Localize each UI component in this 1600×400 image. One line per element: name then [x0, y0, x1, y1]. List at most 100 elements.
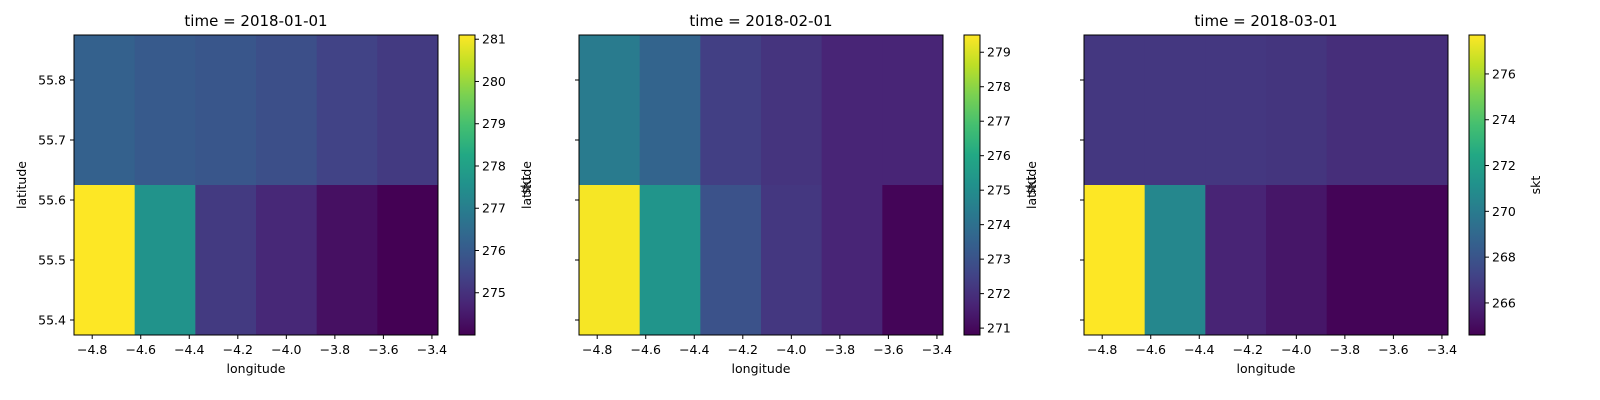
chart-title: time = 2018-02-01: [689, 12, 832, 30]
x-tick-label: −3.4: [1427, 342, 1457, 357]
heatmap-cell: [579, 185, 641, 336]
x-tick-label: −4.6: [1136, 342, 1166, 357]
colorbar-tick-label: 272: [1492, 158, 1516, 173]
x-axis-label: longitude: [732, 361, 791, 376]
heatmap-cell: [134, 35, 196, 186]
colorbar: [963, 34, 981, 336]
x-tick-label: −3.4: [417, 342, 447, 357]
heatmap-cell: [579, 35, 641, 186]
y-axis-label: latitude: [1024, 161, 1039, 209]
y-tick-label: 55.8: [38, 73, 66, 88]
heatmap-cell: [639, 35, 701, 186]
colorbar-tick-label: 273: [987, 252, 1011, 267]
heatmap-cell: [882, 35, 944, 186]
heatmap-cell: [821, 185, 883, 336]
heatmap-cell: [377, 35, 439, 186]
heatmap-cell: [761, 35, 823, 186]
axes-frame: [578, 34, 944, 336]
heatmap-cell: [195, 185, 257, 336]
heatmap-cell: [882, 185, 944, 336]
x-tick-label: −4.4: [1184, 342, 1214, 357]
heatmap-cell: [256, 185, 318, 336]
colorbar-label: skt: [518, 176, 533, 195]
x-axis-label: longitude: [1237, 361, 1296, 376]
axes-frame: [73, 34, 439, 336]
heatmap-cell: [74, 185, 136, 336]
panel-2: −4.8 −4.6 −4.4 −4.2 −4.0 −3.8 −3.6 −3.4 time = 2…: [519, 12, 1038, 376]
colorbar-label: skt: [1023, 176, 1038, 195]
x-tick-label: −4.4: [679, 342, 709, 357]
colorbar-tick-label: 270: [1492, 204, 1516, 219]
x-tick-label: −4.0: [271, 342, 301, 357]
x-tick-label: −3.6: [368, 342, 398, 357]
x-tick-label: −4.2: [1233, 342, 1263, 357]
heatmap-cell: [1144, 185, 1206, 336]
heatmap-cell: [700, 185, 762, 336]
heatmap-cell: [1084, 185, 1146, 336]
colorbar-tick-label: 276: [1492, 66, 1516, 81]
chart-title: time = 2018-01-01: [184, 12, 327, 30]
heatmap-cell: [1205, 35, 1267, 186]
colorbar-tick-label: 266: [1492, 295, 1516, 310]
panel-3: −4.8 −4.6 −4.4 −4.2 −4.0 −3.8 −3.6 −3.4 time = 2…: [1024, 12, 1543, 376]
colorbar-tick-label: 274: [987, 217, 1011, 232]
colorbar-tick-label: 268: [1492, 250, 1516, 265]
heatmap-cell: [256, 35, 318, 186]
y-tick-label: 55.6: [38, 193, 66, 208]
heatmap-cell: [1144, 35, 1206, 186]
x-tick-label: −4.4: [174, 342, 204, 357]
heatmap-cell: [74, 35, 136, 186]
x-tick-label: −4.6: [631, 342, 661, 357]
colorbar: [458, 34, 476, 336]
x-tick-label: −4.8: [77, 342, 107, 357]
heatmap-cell: [316, 35, 378, 186]
y-axis-label: latitude: [519, 161, 534, 209]
colorbar-tick-label: 279: [482, 116, 506, 131]
heatmap-cell: [1326, 185, 1388, 336]
colorbar: [1468, 34, 1486, 336]
heatmap-cell: [195, 35, 257, 186]
colorbar-tick-label: 276: [482, 243, 506, 258]
heatmap-cell: [1266, 185, 1328, 336]
x-tick-label: −3.6: [873, 342, 903, 357]
colorbar-tick-label: 281: [482, 32, 506, 47]
colorbar-tick-label: 272: [987, 286, 1011, 301]
x-tick-label: −3.8: [320, 342, 350, 357]
x-tick-label: −4.0: [776, 342, 806, 357]
heatmap-cell: [821, 35, 883, 186]
colorbar-label: skt: [1528, 176, 1543, 195]
y-tick-label: 55.5: [38, 253, 66, 268]
colorbar-tick-label: 279: [987, 45, 1011, 60]
x-tick-label: −3.8: [1330, 342, 1360, 357]
heatmap-cell: [1266, 35, 1328, 186]
colorbar-tick-label: 271: [987, 321, 1011, 336]
colorbar-tick-label: 275: [482, 285, 506, 300]
x-tick-label: −4.2: [223, 342, 253, 357]
heatmap-cell: [1084, 35, 1146, 186]
colorbar-tick-label: 274: [1492, 112, 1516, 127]
heatmap-cell: [134, 185, 196, 336]
heatmap-cell: [1205, 185, 1267, 336]
heatmap-cell: [1387, 185, 1449, 336]
chart-title: time = 2018-03-01: [1194, 12, 1337, 30]
x-axis-label: longitude: [227, 361, 286, 376]
colorbar-tick-label: 280: [482, 74, 506, 89]
axes-frame: [1083, 34, 1449, 336]
x-tick-label: −3.6: [1378, 342, 1408, 357]
x-tick-label: −4.0: [1281, 342, 1311, 357]
colorbar-tick-label: 278: [987, 79, 1011, 94]
colorbar-tick-label: 275: [987, 183, 1011, 198]
colorbar-tick-label: 278: [482, 158, 506, 173]
heatmap-cell: [700, 35, 762, 186]
heatmap-cell: [761, 185, 823, 336]
x-tick-label: −4.8: [1087, 342, 1117, 357]
heatmap-cell: [377, 185, 439, 336]
y-tick-label: 55.4: [38, 313, 66, 328]
heatmap-cell: [1326, 35, 1388, 186]
heatmap-cell: [316, 185, 378, 336]
colorbar-tick-label: 276: [987, 148, 1011, 163]
y-tick-label: 55.7: [38, 133, 66, 148]
x-tick-label: −3.4: [922, 342, 952, 357]
colorbar-tick-label: 277: [482, 201, 506, 216]
